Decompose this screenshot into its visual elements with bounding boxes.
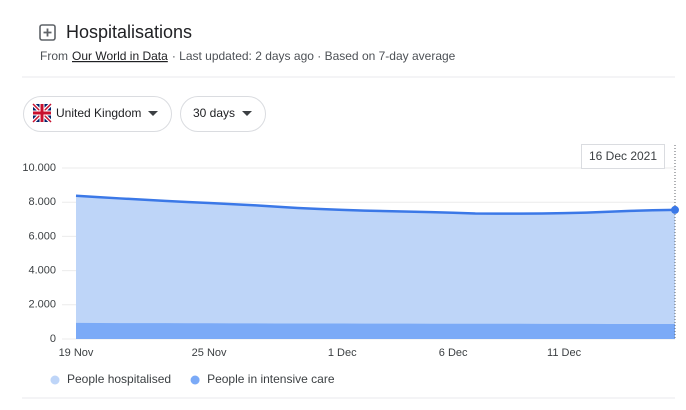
source-link[interactable]: Our World in Data [72,49,168,63]
uk-flag [31,102,53,124]
meta: · Last updated: 2 days ago · Based on 7-… [172,49,456,63]
subtitle: From Our World in Data · Last updated: 2 d… [40,49,456,63]
y-tick-label: 0 [50,333,56,345]
source-prefix: From [40,49,68,63]
y-tick-label: 8.000 [28,196,56,208]
y-tick-label: 2.000 [28,299,56,311]
x-tick-label: 11 Dec [547,347,582,359]
dropdown-arrow [242,111,252,116]
legend-dot [50,375,60,385]
dropdown-arrow [148,111,158,116]
legend-dot [190,375,200,385]
area-line [75,194,676,215]
region-label: United Kingdom [56,106,141,120]
x-tick-label: 25 Nov [192,347,227,359]
area-fill [76,195,675,339]
y-tick-label: 4.000 [28,265,56,277]
period-label: 30 days [193,106,235,120]
tooltip-text: 16 Dec 2021 [589,149,657,163]
period-dropdown[interactable] [180,96,266,132]
region-dropdown[interactable] [23,96,172,132]
hover-dot [671,205,679,214]
area-fill [76,322,675,339]
hospital-icon-cross [43,28,52,37]
y-tick-label: 6.000 [28,230,56,242]
plot: 0 2.000 4.000 6.000 8.000 10.000 19 Nov 25 Nov 1… [22,144,679,386]
tooltip-box [581,144,665,169]
y-tick-label: 10.000 [22,162,56,174]
title: Hospitalisations [66,22,192,42]
hospital-icon [39,24,56,41]
x-tick-label: 1 Dec [328,347,357,359]
x-tick-label: 19 Nov [59,347,94,359]
legend-label: People hospitalised [67,372,171,386]
x-tick-label: 6 Dec [439,347,468,359]
legend-label: People in intensive care [207,372,335,386]
